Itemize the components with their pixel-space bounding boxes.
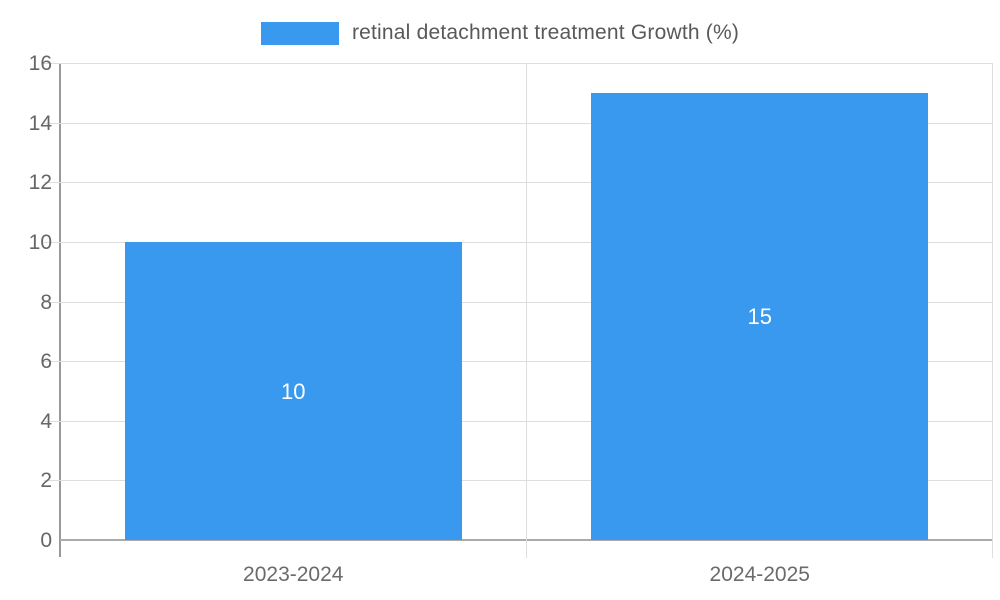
y-tick-label: 16: [28, 52, 52, 75]
y-tick-label: 10: [28, 230, 52, 254]
y-tick-label: 6: [40, 350, 52, 374]
plot-area: 10 15: [44, 63, 993, 558]
y-axis-line: [59, 63, 61, 557]
y-tick-label: 4: [40, 409, 52, 433]
y-gridline: [44, 420, 993, 422]
y-gridline: [44, 301, 993, 303]
x-tick-label: 2024-2025: [709, 563, 810, 586]
y-tick-label: 14: [28, 111, 52, 135]
bar-2024-2025: 15: [591, 92, 929, 540]
category-separator-line: [526, 63, 527, 558]
bar-value-label: 10: [280, 378, 306, 404]
y-tick-label: 12: [28, 171, 52, 195]
y-gridline: [44, 63, 993, 64]
bar-value-label: 15: [747, 304, 772, 330]
plot-right-border: [992, 63, 993, 558]
bar-2023-2024: 10: [124, 241, 462, 540]
y-gridline: [44, 182, 993, 184]
legend-label: retinal detachment treatment Growth (%): [351, 21, 740, 44]
y-gridline: [44, 122, 993, 124]
y-tick-label: 2: [40, 469, 52, 493]
y-tick-label: 0: [40, 529, 52, 552]
y-gridline: [44, 361, 993, 363]
y-gridline: [44, 241, 993, 243]
y-tick-label: 8: [40, 290, 52, 314]
y-gridline: [44, 480, 993, 482]
legend-swatch-icon: [260, 21, 339, 45]
chart-legend: retinal detachment treatment Growth (%): [0, 20, 1000, 46]
x-tick-label: 2023-2024: [243, 563, 344, 586]
